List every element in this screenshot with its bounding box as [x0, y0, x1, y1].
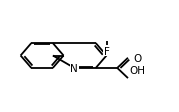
Text: F: F [104, 46, 109, 56]
Text: N: N [70, 63, 78, 73]
Text: O: O [133, 53, 142, 63]
Text: OH: OH [130, 65, 146, 75]
